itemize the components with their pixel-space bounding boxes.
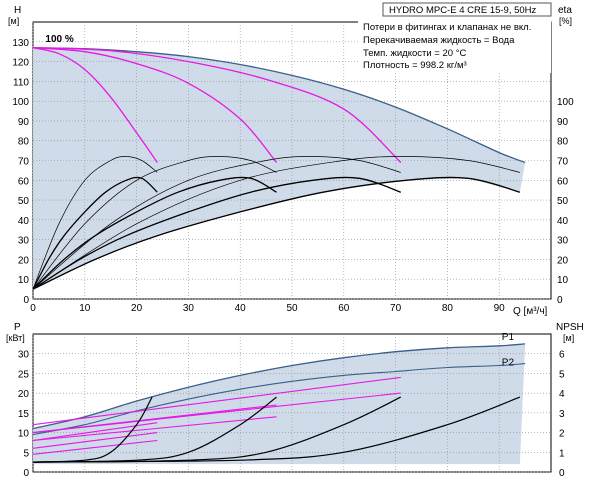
eta-curve-2 <box>32 156 401 290</box>
eta-tick-4: 40 <box>557 216 569 227</box>
head-x-tick-6: 60 <box>338 303 350 314</box>
power-axis-unit: [кВт] <box>6 333 25 343</box>
info-line-1: Потери в фитингах и клапанах не вкл. <box>363 22 531 33</box>
head-y-tick-8: 80 <box>18 137 30 148</box>
info-line-4: Плотность = 998.2 кг/м³ <box>363 60 467 71</box>
power-speed-curve-2 <box>32 439 158 455</box>
head-x-tick-7: 70 <box>390 303 402 314</box>
p2-label: P2 <box>502 358 515 369</box>
npsh-axis-unit: [м] <box>563 333 574 343</box>
head-y-tick-11: 110 <box>13 77 29 88</box>
bottom-plot: 0 5 10 15 20 25 30 0 1 2 3 4 5 6 P1 P2 <box>18 332 565 479</box>
head-y-tick-9: 90 <box>18 117 30 128</box>
npsh-tick-2: 2 <box>559 429 565 440</box>
power-y-tick-3: 15 <box>18 409 30 420</box>
npsh-tick-5: 5 <box>559 369 565 380</box>
head-y-tick-6: 60 <box>18 176 30 187</box>
head-axis-title: H <box>14 5 21 16</box>
power-area <box>33 343 526 465</box>
head-y-tick-13: 130 <box>12 38 29 49</box>
max-head-curve <box>32 47 526 164</box>
info-line-2: Перекачиваемая жидкость = Вода <box>363 35 515 46</box>
eta-tick-5: 50 <box>557 196 569 207</box>
head-x-tick-4: 40 <box>235 303 247 314</box>
info-frame <box>358 18 551 73</box>
eta-tick-6: 60 <box>557 176 569 187</box>
info-line-3: Темп. жидкости = 20 °C <box>363 48 466 59</box>
power-y-tick-0: 0 <box>23 468 29 479</box>
head-x-tick-1: 10 <box>79 303 91 314</box>
npsh-tick-6: 6 <box>559 350 565 361</box>
power-y-tick-6: 30 <box>18 350 30 361</box>
eta-tick-0: 0 <box>557 295 563 306</box>
eta-tick-2: 20 <box>557 255 569 266</box>
eta-tick-8: 80 <box>557 137 569 148</box>
npsh-tick-1: 1 <box>559 448 565 459</box>
flow-curve-2 <box>32 176 402 290</box>
head-y-tick-2: 20 <box>18 255 30 266</box>
npsh-curve-3 <box>32 396 521 463</box>
speed-curve-0 <box>32 47 158 163</box>
flow-curve-3 <box>32 176 521 290</box>
npsh-tick-3: 3 <box>559 409 565 420</box>
p1-label: P1 <box>502 332 515 343</box>
head-x-tick-8: 80 <box>442 303 454 314</box>
eta-axis-title: eta <box>558 5 572 16</box>
title-frame <box>382 2 552 17</box>
power-y-tick-5: 25 <box>18 369 30 380</box>
head-axis-unit: [м] <box>8 16 19 26</box>
head-x-tick-0: 0 <box>30 303 36 314</box>
flow-curve-0 <box>32 176 158 290</box>
x-axis-label: Q [м³/ч] <box>513 306 548 317</box>
head-y-tick-4: 40 <box>18 216 30 227</box>
head-y-tick-3: 30 <box>18 236 30 247</box>
eta-tick-3: 30 <box>557 236 569 247</box>
eta-curve-1 <box>32 156 277 290</box>
labels: H [м] eta [%] Q [м³/ч] P [кВт] NPSH [м] <box>6 5 584 343</box>
head-y-tick-5: 50 <box>18 196 30 207</box>
head-x-tick-9: 90 <box>494 303 506 314</box>
operating-area <box>33 47 526 290</box>
chart-title: HYDRO MPC-E 4 CRE 15-9, 50Hz <box>389 5 537 16</box>
eta-axis-unit: [%] <box>559 16 572 26</box>
power-y-tick-4: 20 <box>18 389 30 400</box>
speed-curve-1 <box>32 47 277 163</box>
eta-tick-7: 70 <box>557 157 569 168</box>
eta-tick-10: 100 <box>557 97 574 108</box>
power-y-tick-1: 5 <box>23 448 29 459</box>
npsh-tick-0: 0 <box>559 468 565 479</box>
eta-tick-9: 90 <box>557 117 569 128</box>
head-y-tick-10: 100 <box>12 97 29 108</box>
power-speed-curve-1 <box>32 432 158 449</box>
eta-tick-1: 10 <box>557 275 569 286</box>
info-box: HYDRO MPC-E 4 CRE 15-9, 50Hz Потери в фи… <box>358 2 552 73</box>
head-y-tick-12: 120 <box>12 58 29 69</box>
head-x-tick-3: 30 <box>183 303 195 314</box>
power-speed-curve-5 <box>32 376 401 426</box>
eta-curve-3 <box>32 156 520 290</box>
npsh-axis-title: NPSH <box>556 322 584 333</box>
p1-curve <box>32 343 526 430</box>
annotation-100-percent: 100 % <box>45 34 73 45</box>
head-x-tick-5: 50 <box>286 303 298 314</box>
flow-curve-1 <box>32 176 277 290</box>
head-y-tick-0: 0 <box>23 295 29 306</box>
head-y-tick-7: 70 <box>18 157 30 168</box>
p2-curve <box>32 363 526 436</box>
power-axis-title: P <box>14 322 21 333</box>
head-x-tick-2: 20 <box>131 303 143 314</box>
eta-curve-0 <box>32 156 158 290</box>
power-y-tick-2: 10 <box>18 429 30 440</box>
speed-curve-2 <box>32 47 402 163</box>
power-speed-curve-4 <box>32 416 277 442</box>
npsh-tick-4: 4 <box>559 389 565 400</box>
head-y-tick-1: 10 <box>18 275 30 286</box>
power-speed-curve-6 <box>32 392 401 434</box>
